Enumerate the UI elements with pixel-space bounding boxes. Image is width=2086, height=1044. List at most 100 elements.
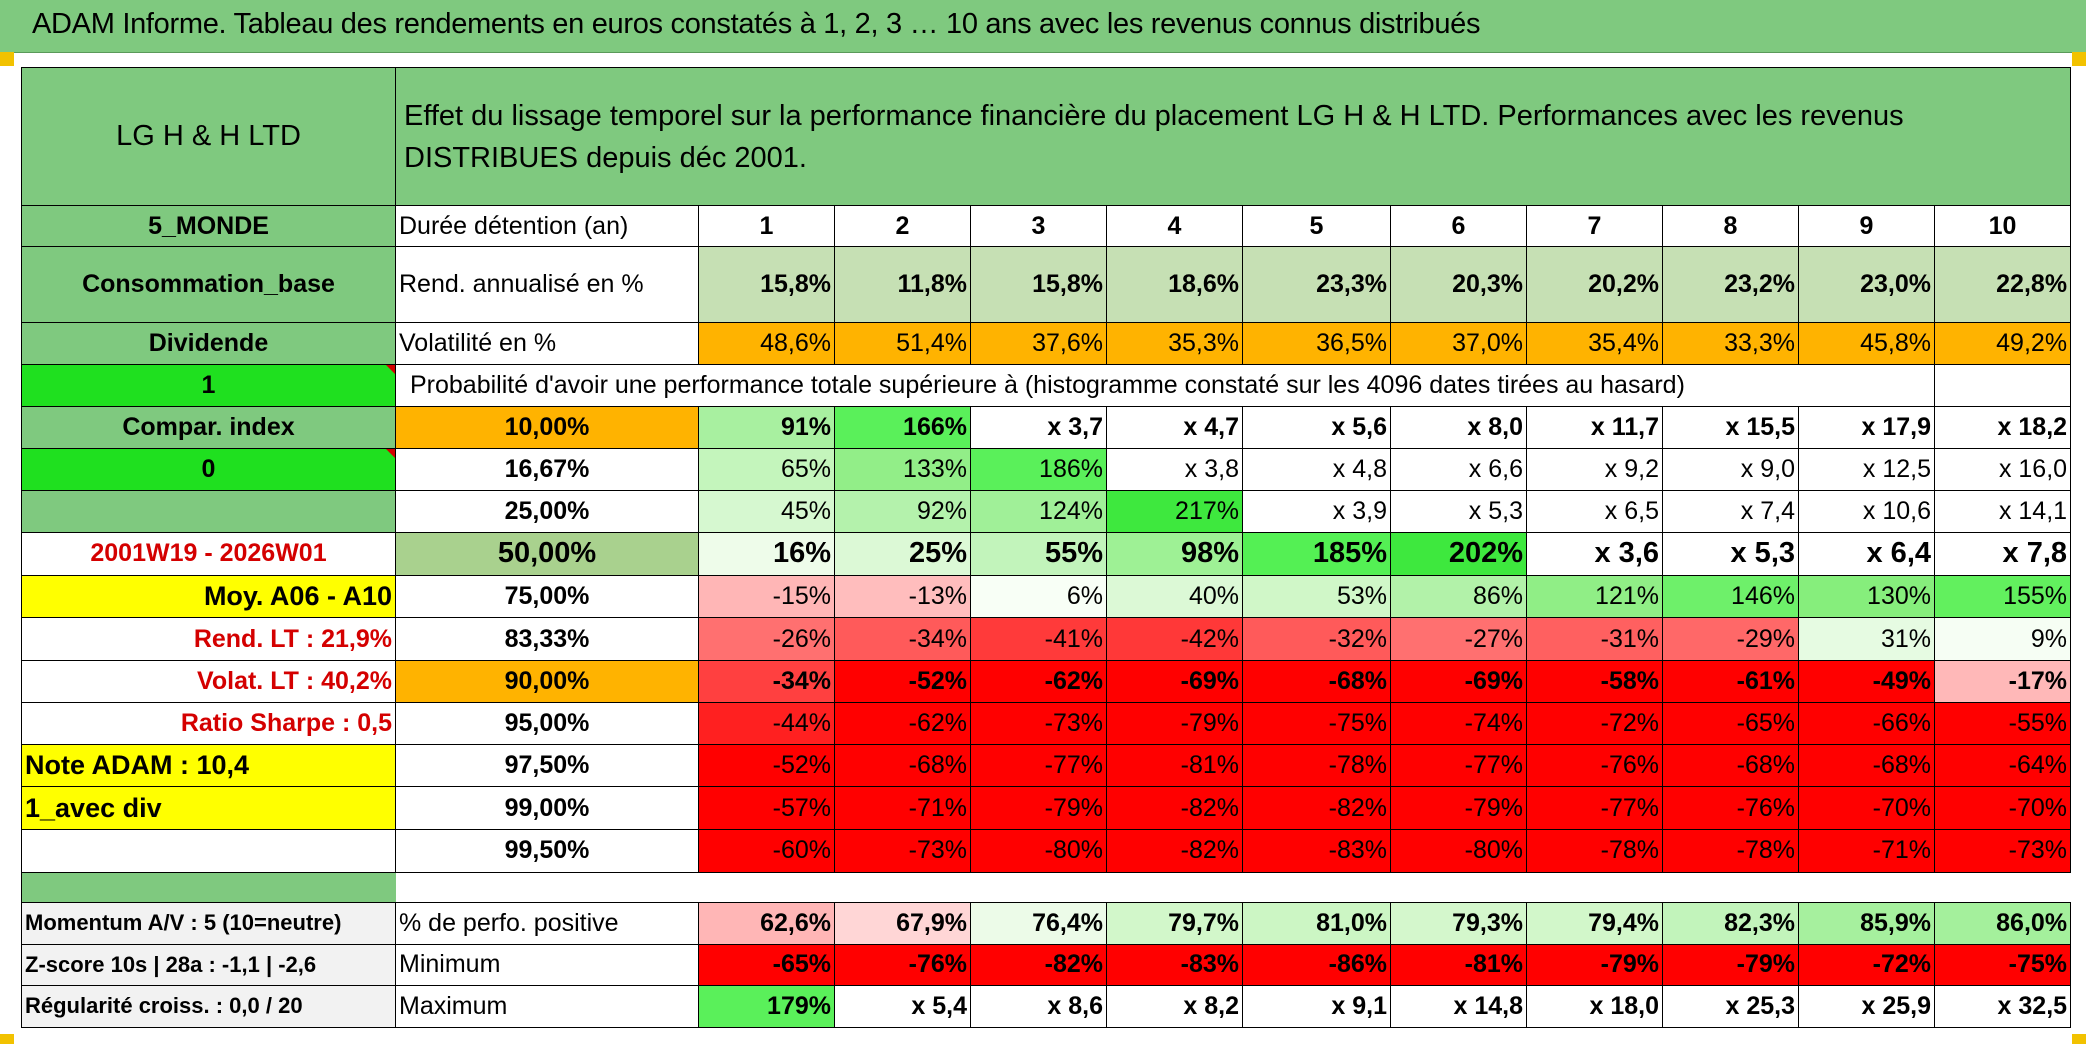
income-label: Dividende xyxy=(21,321,396,365)
probability-value-cell: x 11,7 xyxy=(1526,405,1663,449)
probability-title: Probabilité d'avoir une performance tota… xyxy=(395,363,1935,407)
probability-value-cell: 166% xyxy=(834,405,971,449)
probability-value-cell: -78% xyxy=(1242,744,1391,788)
report-banner: ADAM Informe. Tableau des rendements en … xyxy=(0,0,2086,53)
pos-cell: 86,0% xyxy=(1933,901,2072,945)
probability-row: 1_avec div 99,00% -57% -71% -79% -82% -82% -79… xyxy=(21,786,2072,831)
probability-value-cell: -83% xyxy=(1242,829,1391,873)
probability-value-cell: 16% xyxy=(698,531,835,576)
pos-cell: 79,3% xyxy=(1390,901,1527,945)
probability-title-row: 1 Probabilité d'avoir une performance to… xyxy=(21,363,2072,407)
probability-value-cell: 45% xyxy=(698,489,835,533)
probability-value-cell: -82% xyxy=(1106,829,1243,873)
annualized-return-cell: 20,2% xyxy=(1526,246,1663,323)
max-cell: x 25,3 xyxy=(1662,984,1799,1029)
corner-marker-tr xyxy=(2072,52,2086,66)
empty-cell xyxy=(21,489,396,533)
annualized-return-row: Consommation_base Rend. annualisé en % 1… xyxy=(21,246,2072,323)
probability-value-cell: -41% xyxy=(970,617,1107,662)
positive-performance-label: % de perfo. positive xyxy=(395,901,699,945)
probability-value-cell: -82% xyxy=(1106,786,1243,831)
probability-row: Volat. LT : 40,2% 90,00% -34% -52% -62% -69%… xyxy=(21,660,2072,704)
volatility-cell: 49,2% xyxy=(1933,321,2072,365)
probability-value-cell: 65% xyxy=(698,447,835,491)
compar-index-label: Compar. index xyxy=(21,405,396,449)
annualized-return-cell: 23,0% xyxy=(1798,246,1935,323)
regularite-label: Régularité croiss. : 0,0 / 20 xyxy=(21,984,396,1029)
probability-row: Moy. A06 - A10 75,00% -15% -13% 6% 40% 53% 86%… xyxy=(21,574,2072,619)
category-label: 5_MONDE xyxy=(21,205,396,248)
corner-marker-bl xyxy=(0,1034,14,1044)
probability-value-cell: 185% xyxy=(1242,531,1391,576)
header-row: LG H & H LTD Effet du lissage temporel s… xyxy=(21,66,2072,207)
probability-value-cell: 130% xyxy=(1798,574,1935,619)
probability-value-cell: -29% xyxy=(1662,617,1799,662)
year-header-5: 5 xyxy=(1242,205,1391,248)
probability-row: Note ADAM : 10,4 97,50% -52% -68% -77% -81% -… xyxy=(21,744,2072,788)
probability-value-cell: -17% xyxy=(1933,660,2072,704)
probability-value-cell: -52% xyxy=(834,660,971,704)
min-cell: -82% xyxy=(970,943,1107,986)
minimum-label: Minimum xyxy=(395,943,699,986)
probability-value-cell: -15% xyxy=(698,574,835,619)
probability-value-cell: -74% xyxy=(1390,702,1527,746)
max-cell: x 18,0 xyxy=(1526,984,1663,1029)
probability-value-cell: -69% xyxy=(1106,660,1243,704)
year-header-2: 2 xyxy=(834,205,971,248)
pos-cell: 81,0% xyxy=(1242,901,1391,945)
probability-value-cell: -75% xyxy=(1242,702,1391,746)
flag-1-cell: 1 xyxy=(21,363,396,407)
probability-value-cell: x 6,5 xyxy=(1526,489,1663,533)
volatility-cell: 37,6% xyxy=(970,321,1107,365)
spacer-cell xyxy=(21,871,396,903)
max-cell: x 8,2 xyxy=(1106,984,1243,1029)
probability-value-cell: -58% xyxy=(1526,660,1663,704)
maximum-label: Maximum xyxy=(395,984,699,1029)
probability-threshold: 97,50% xyxy=(395,744,699,788)
momentum-label: Momentum A/V : 5 (10=neutre) xyxy=(21,901,396,945)
probability-row: 0 16,67% 65% 133% 186% x 3,8 x 4,8 x 6,6 x 9,2 x… xyxy=(21,447,2072,491)
probability-value-cell: -60% xyxy=(698,829,835,873)
probability-value-cell: -68% xyxy=(1662,744,1799,788)
year-header-6: 6 xyxy=(1390,205,1527,248)
probability-value-cell: x 3,9 xyxy=(1242,489,1391,533)
moy-label: Moy. A06 - A10 xyxy=(21,574,396,619)
probability-value-cell: x 3,7 xyxy=(970,405,1107,449)
probability-row: 99,50% -60% -73% -80% -82% -83% -80% -78% -78% -7… xyxy=(21,829,2072,873)
pos-cell: 62,6% xyxy=(698,901,835,945)
probability-value-cell: 9% xyxy=(1933,617,2072,662)
probability-value-cell: x 7,4 xyxy=(1662,489,1799,533)
probability-value-cell: -13% xyxy=(834,574,971,619)
maximum-row: Régularité croiss. : 0,0 / 20 Maximum 17… xyxy=(21,984,2072,1029)
probability-value-cell: -44% xyxy=(698,702,835,746)
probability-value-cell: x 15,5 xyxy=(1662,405,1799,449)
max-cell: x 32,5 xyxy=(1933,984,2072,1029)
annualized-return-cell: 11,8% xyxy=(834,246,971,323)
rend-lt-label: Rend. LT : 21,9% xyxy=(21,617,396,662)
min-cell: -79% xyxy=(1526,943,1663,986)
min-cell: -79% xyxy=(1662,943,1799,986)
probability-threshold: 90,00% xyxy=(395,660,699,704)
probability-value-cell: -65% xyxy=(1662,702,1799,746)
probability-value-cell: -34% xyxy=(698,660,835,704)
probability-value-cell: x 5,3 xyxy=(1662,531,1799,576)
probability-value-cell: -42% xyxy=(1106,617,1243,662)
probability-value-cell: -78% xyxy=(1662,829,1799,873)
zscore-label: Z-score 10s | 28a : -1,1 | -2,6 xyxy=(21,943,396,986)
probability-value-cell: 124% xyxy=(970,489,1107,533)
probability-value-cell: x 6,4 xyxy=(1798,531,1935,576)
probability-value-cell: -27% xyxy=(1390,617,1527,662)
max-cell: x 5,4 xyxy=(834,984,971,1029)
probability-value-cell: -79% xyxy=(970,786,1107,831)
probability-value-cell: 217% xyxy=(1106,489,1243,533)
probability-threshold: 95,00% xyxy=(395,702,699,746)
probability-value-cell: 40% xyxy=(1106,574,1243,619)
probability-value-cell: -72% xyxy=(1526,702,1663,746)
probability-value-cell: 186% xyxy=(970,447,1107,491)
pos-cell: 67,9% xyxy=(834,901,971,945)
probability-value-cell: -78% xyxy=(1526,829,1663,873)
probability-value-cell: -73% xyxy=(1933,829,2072,873)
probability-threshold: 99,50% xyxy=(395,829,699,873)
year-header-3: 3 xyxy=(970,205,1107,248)
annualized-return-cell: 18,6% xyxy=(1106,246,1243,323)
